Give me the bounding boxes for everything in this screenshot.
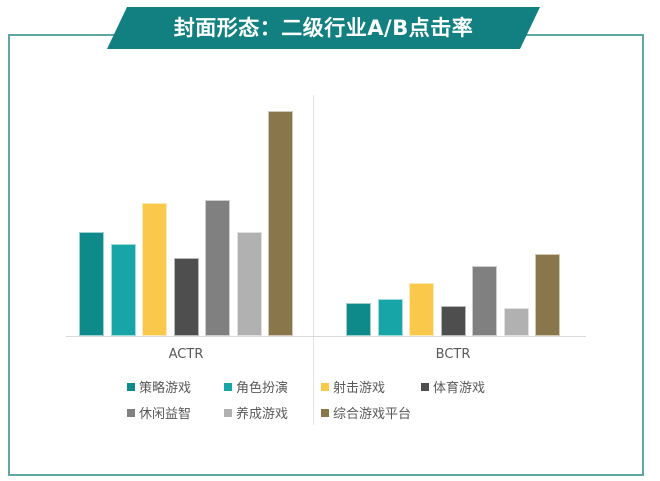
legend-item[interactable]: 角色扮演: [224, 377, 288, 396]
banner-parallelogram: [107, 7, 540, 49]
category-label-actr: ACTR: [168, 347, 204, 362]
bar-bctr-2: [377, 299, 403, 336]
legend-swatch-icon: [224, 408, 232, 417]
legend-item[interactable]: 策略游戏: [127, 377, 191, 396]
bar-actr-4: [173, 258, 199, 336]
bar-bctr-5: [472, 266, 497, 336]
bar-actr-2: [110, 244, 136, 336]
legend-item[interactable]: 养成游戏: [224, 403, 288, 422]
legend-label: 养成游戏: [236, 407, 289, 422]
bar-bctr-1: [346, 303, 371, 336]
bar-actr-7: [268, 111, 293, 336]
legend-label: 综合游戏平台: [333, 407, 412, 422]
bar-bctr-6: [503, 308, 529, 336]
legend-swatch-icon: [321, 408, 329, 417]
bar-actr-3: [142, 203, 167, 336]
legend-label: 策略游戏: [139, 381, 192, 396]
legend-item[interactable]: 休闲益智: [127, 403, 191, 422]
group-divider: [313, 95, 314, 425]
legend-item[interactable]: 体育游戏: [421, 377, 485, 396]
legend-label: 射击游戏: [333, 381, 386, 396]
title-banner: 封面形态：二级行业A/B点击率: [107, 7, 540, 49]
legend-swatch-icon: [127, 408, 135, 417]
bar-bctr-7: [535, 254, 560, 336]
legend-item[interactable]: 射击游戏: [321, 377, 385, 396]
bar-actr-6: [236, 232, 262, 336]
legend-swatch-icon: [224, 382, 232, 391]
category-label-bctr: BCTR: [435, 347, 471, 362]
bar-bctr-3: [409, 283, 434, 336]
legend-swatch-icon: [321, 382, 329, 391]
legend-label: 角色扮演: [236, 381, 289, 396]
bar-actr-5: [205, 200, 230, 336]
bar-actr-1: [79, 232, 104, 336]
bar-bctr-4: [440, 306, 466, 336]
legend-label: 体育游戏: [433, 381, 486, 396]
x-axis-baseline: [66, 336, 586, 337]
page-title: 封面形态：二级行业A/B点击率: [173, 16, 474, 40]
legend-label: 休闲益智: [139, 407, 192, 422]
legend-swatch-icon: [421, 382, 429, 391]
legend-item[interactable]: 综合游戏平台: [321, 403, 411, 422]
legend-swatch-icon: [127, 382, 135, 391]
